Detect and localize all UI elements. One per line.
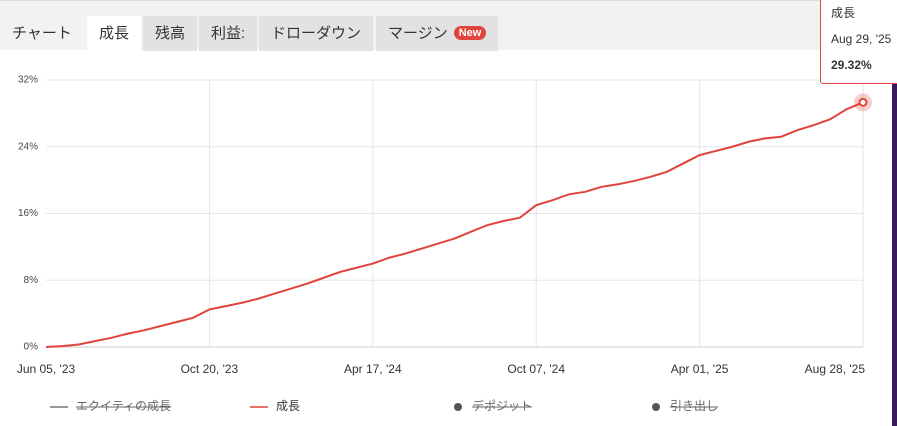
right-edge (892, 0, 897, 426)
tab[interactable]: マージン New (376, 16, 499, 51)
tab-label: チャート (12, 25, 72, 42)
tab-bar: チャート 成長 残高 利益: ドローダウン マージン New (0, 0, 897, 51)
tab-label: 残高 (155, 25, 186, 42)
legend-label: エクイティの成長 (76, 399, 171, 413)
legend-label: デポジット (472, 398, 532, 413)
x-tick-label: Apr 17, '24 (344, 362, 402, 376)
tab[interactable]: チャート (0, 16, 84, 51)
y-tick-label: 8% (24, 275, 39, 286)
tab-label: 利益: (211, 25, 246, 42)
x-tick-label: Apr 01, '25 (671, 362, 729, 376)
x-tick-label: Oct 20, '23 (181, 362, 239, 376)
tab-label: マージン (388, 25, 448, 42)
legend-label: 成長 (276, 399, 300, 413)
tooltip: 成長 Aug 29, '25 29.32% (820, 0, 897, 84)
tab[interactable]: 残高 (143, 16, 198, 51)
tooltip-title: 成長 (831, 6, 856, 20)
tab[interactable]: ドローダウン (259, 16, 374, 51)
y-tick-label: 24% (18, 141, 38, 152)
tab[interactable]: 成長 (87, 16, 142, 51)
x-tick-label: Oct 07, '24 (507, 362, 565, 376)
tab-label: ドローダウン (271, 25, 362, 42)
hover-point (858, 97, 868, 107)
legend-label: 引き出し (670, 399, 718, 413)
x-tick-label: Jun 05, '23 (17, 362, 76, 376)
y-tick-label: 32% (18, 75, 38, 86)
legend-item[interactable]: 成長 (250, 399, 300, 413)
legend-dot (652, 403, 660, 411)
legend-dot (454, 403, 462, 411)
x-tick-label: Aug 28, '25 (805, 362, 866, 376)
legend-item[interactable]: デポジット (454, 398, 533, 413)
y-tick-label: 16% (18, 208, 38, 219)
new-badge: New (453, 26, 487, 40)
tab[interactable]: 利益: (199, 16, 258, 51)
tooltip-value: 29.32% (831, 58, 872, 72)
tab-label: 成長 (99, 25, 130, 42)
legend-item[interactable]: エクイティの成長 (50, 399, 172, 413)
growth-line (45, 101, 864, 348)
y-tick-label: 0% (24, 342, 39, 353)
tooltip-date: Aug 29, '25 (831, 32, 892, 46)
legend-item[interactable]: 引き出し (652, 399, 719, 413)
